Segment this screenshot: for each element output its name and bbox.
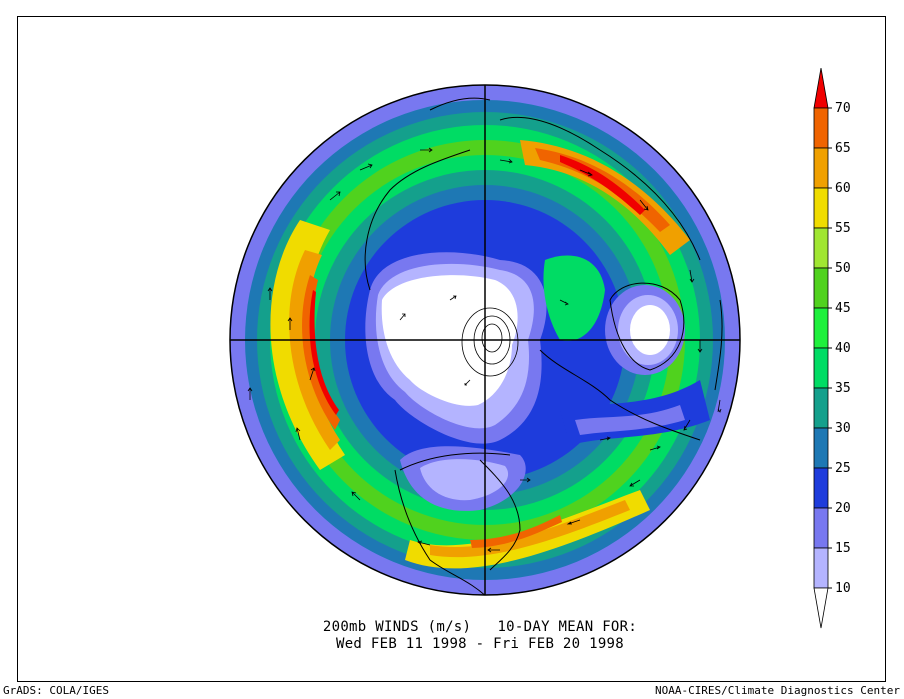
legend-bin-0-10 xyxy=(813,587,829,629)
legend-label-35: 35 xyxy=(835,381,851,396)
legend-label-25: 25 xyxy=(835,461,851,476)
jet-atlantic-70 xyxy=(470,515,562,548)
legend-label-50: 50 xyxy=(835,261,851,276)
legend-bin-40-45 xyxy=(813,307,829,349)
legend-label-70: 70 xyxy=(835,101,851,116)
legend-label-65: 65 xyxy=(835,141,851,156)
jet-pacific-core xyxy=(309,290,339,415)
legend-label-15: 15 xyxy=(835,541,851,556)
jet-asia-70 xyxy=(535,148,670,232)
color-legend: 70 65 60 55 50 45 40 35 30 25 20 15 10 xyxy=(813,68,851,629)
legend-bin-55-60 xyxy=(813,187,829,229)
legend-label-40: 40 xyxy=(835,341,851,356)
na-10 xyxy=(420,459,509,501)
legend-bin-45-50 xyxy=(813,267,829,309)
wind-speed-field xyxy=(230,85,740,595)
coastlines xyxy=(364,97,723,595)
title-line-1: 200mb WINDS (m/s) 10-DAY MEAN FOR: xyxy=(322,619,638,635)
legend-bin-25-30 xyxy=(813,427,829,469)
jet-asia-65 xyxy=(520,140,690,255)
legend-label-10: 10 xyxy=(835,581,851,596)
wind-vectors xyxy=(247,147,722,553)
jet-asia-core xyxy=(560,155,645,215)
legend-bin-20-25 xyxy=(813,467,829,509)
legend-bin-10-15 xyxy=(813,547,829,589)
atlantic-20 xyxy=(575,405,685,435)
legend-bin-15-20 xyxy=(813,507,829,549)
green-patch xyxy=(543,255,605,341)
legend-bin-70-75 xyxy=(813,68,829,109)
europe-calm xyxy=(630,305,670,355)
legend-label-45: 45 xyxy=(835,301,851,316)
plot-frame xyxy=(17,16,886,682)
footer-credit-right: NOAA-CIRES/Climate Diagnostics Center xyxy=(654,684,900,697)
legend-bin-65-70 xyxy=(813,107,829,149)
legend-label-30: 30 xyxy=(835,421,851,436)
legend-bin-30-35 xyxy=(813,387,829,429)
legend-bin-60-65 xyxy=(813,147,829,189)
legend-bars xyxy=(813,68,829,629)
jet-pacific-60 xyxy=(270,220,345,470)
jet-pacific-65 xyxy=(289,250,340,450)
jet-atlantic-65 xyxy=(430,500,630,558)
legend-label-55: 55 xyxy=(835,221,851,236)
legend-label-60: 60 xyxy=(835,181,851,196)
footer-credit-left: GrADS: COLA/IGES xyxy=(3,684,109,697)
legend-labels: 70 65 60 55 50 45 40 35 30 25 20 15 10 xyxy=(828,101,851,596)
legend-label-20: 20 xyxy=(835,501,851,516)
legend-bin-50-55 xyxy=(813,227,829,269)
title-line-2: Wed FEB 11 1998 - Fri FEB 20 1998 xyxy=(335,636,625,652)
legend-bin-35-40 xyxy=(813,347,829,389)
